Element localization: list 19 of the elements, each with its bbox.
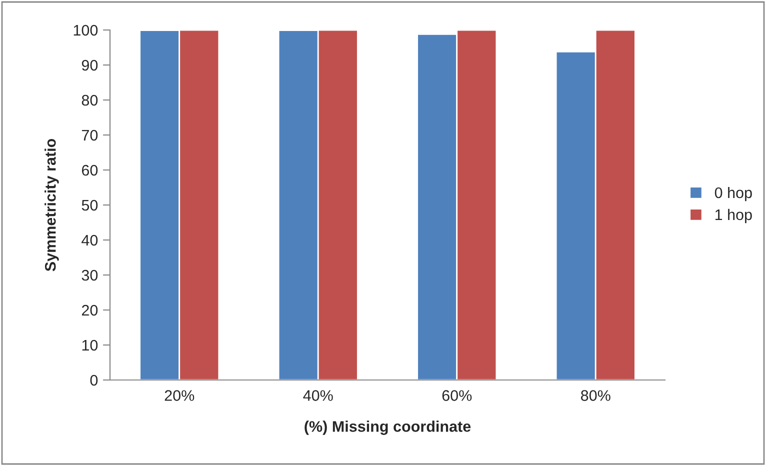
- y-tick-label: 70: [82, 130, 98, 141]
- x-tick-label: 40%: [303, 390, 333, 401]
- x-tick-label: 20%: [164, 390, 194, 401]
- y-tick-label: 30: [82, 270, 98, 281]
- legend-label: 0 hop: [714, 186, 752, 202]
- x-axis-title: (%) Missing coordinate: [304, 420, 471, 435]
- y-tick-label: 50: [82, 200, 98, 211]
- y-tick-label: 90: [82, 60, 98, 71]
- y-axis-title: Symmetricity ratio: [44, 138, 59, 272]
- y-tick-label: 40: [82, 234, 98, 246]
- y-tick-label: 20: [82, 304, 98, 316]
- y-tick-label: 10: [82, 340, 98, 351]
- y-tick-label: 0: [90, 374, 98, 386]
- legend-label: 1 hop: [715, 208, 752, 224]
- y-tick-label: 100: [74, 24, 98, 36]
- y-tick-label: 80: [82, 94, 98, 106]
- y-tick-label: 60: [82, 164, 98, 176]
- x-tick-label: 60%: [442, 390, 472, 401]
- x-tick-label: 80%: [581, 390, 610, 401]
